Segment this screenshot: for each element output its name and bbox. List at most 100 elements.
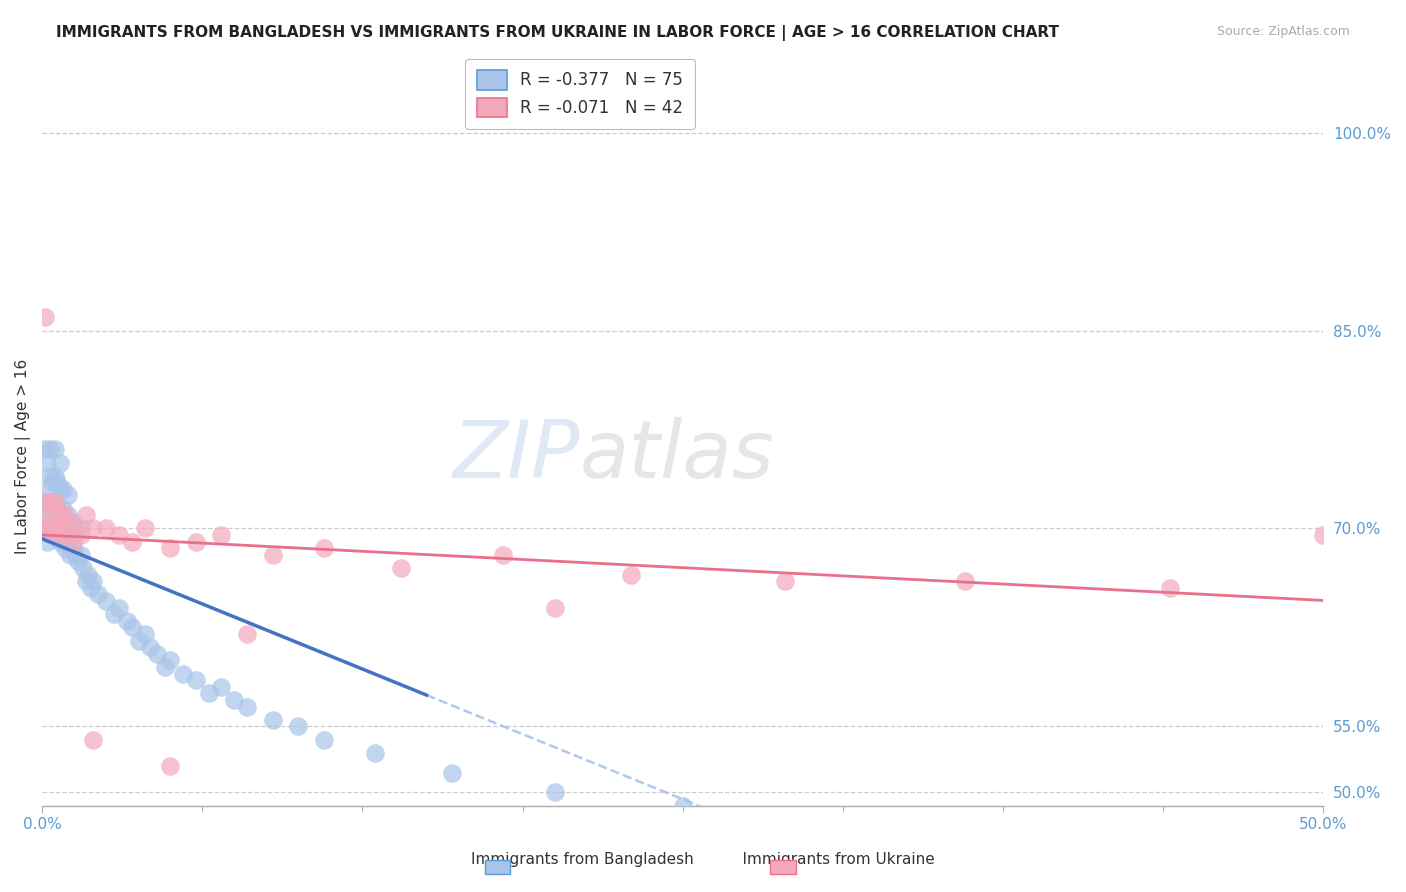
Point — [138, 640, 160, 655]
Point — [134, 521, 156, 535]
Point — [82, 521, 104, 535]
Point — [224, 693, 246, 707]
Point — [82, 732, 104, 747]
Point — [53, 515, 76, 529]
Point — [1184, 858, 1206, 872]
Point — [159, 653, 181, 667]
Point — [37, 495, 59, 509]
Point — [159, 541, 181, 556]
Point — [34, 310, 56, 325]
Point — [38, 521, 60, 535]
Point — [108, 600, 131, 615]
Point — [38, 495, 60, 509]
Point — [38, 521, 60, 535]
Point — [1312, 528, 1334, 542]
Point — [492, 548, 515, 562]
Point — [72, 561, 94, 575]
Point — [37, 456, 59, 470]
Point — [364, 746, 387, 760]
Point — [41, 521, 63, 535]
Point — [56, 508, 79, 523]
Point — [44, 468, 66, 483]
Point — [80, 581, 103, 595]
Point — [44, 521, 66, 535]
Point — [49, 508, 72, 523]
Point — [44, 495, 66, 509]
Text: Immigrants from Bangladesh          Immigrants from Ukraine: Immigrants from Bangladesh Immigrants fr… — [471, 852, 935, 867]
Point — [44, 442, 66, 457]
Point — [69, 528, 91, 542]
Point — [121, 620, 143, 634]
Point — [62, 534, 84, 549]
Point — [773, 574, 796, 589]
Point — [59, 515, 82, 529]
Point — [184, 534, 207, 549]
Point — [108, 528, 131, 542]
Point — [56, 528, 79, 542]
Point — [262, 548, 284, 562]
Point — [34, 495, 56, 509]
Y-axis label: In Labor Force | Age > 16: In Labor Force | Age > 16 — [15, 359, 31, 554]
Point — [146, 647, 169, 661]
Point — [52, 501, 75, 516]
Point — [46, 501, 69, 516]
Point — [87, 587, 110, 601]
Point — [65, 521, 87, 535]
Point — [34, 521, 56, 535]
Point — [49, 482, 72, 496]
Point — [38, 468, 60, 483]
Point — [672, 798, 695, 813]
Point — [41, 475, 63, 490]
Point — [389, 561, 412, 575]
Point — [543, 600, 565, 615]
Point — [287, 719, 309, 733]
Text: ZIP: ZIP — [453, 417, 581, 495]
Point — [44, 495, 66, 509]
Point — [69, 521, 91, 535]
Point — [77, 567, 100, 582]
Point — [46, 528, 69, 542]
Point — [543, 785, 565, 799]
Point — [96, 521, 118, 535]
Point — [37, 482, 59, 496]
Point — [59, 521, 82, 535]
Point — [184, 673, 207, 688]
Legend: R = -0.377   N = 75, R = -0.071   N = 42: R = -0.377 N = 75, R = -0.071 N = 42 — [465, 59, 695, 128]
Point — [66, 554, 89, 568]
Point — [65, 548, 87, 562]
Text: IMMIGRANTS FROM BANGLADESH VS IMMIGRANTS FROM UKRAINE IN LABOR FORCE | AGE > 16 : IMMIGRANTS FROM BANGLADESH VS IMMIGRANTS… — [56, 25, 1059, 41]
Point — [172, 666, 194, 681]
Point — [825, 818, 848, 832]
Point — [236, 627, 259, 641]
Text: Source: ZipAtlas.com: Source: ZipAtlas.com — [1216, 25, 1350, 38]
Point — [52, 521, 75, 535]
Point — [620, 567, 643, 582]
Point — [44, 521, 66, 535]
Point — [197, 686, 219, 700]
Point — [134, 627, 156, 641]
Point — [38, 442, 60, 457]
Point — [46, 501, 69, 516]
Point — [153, 660, 176, 674]
Point — [34, 442, 56, 457]
Point — [121, 534, 143, 549]
Point — [96, 594, 118, 608]
Point — [56, 488, 79, 502]
Point — [41, 501, 63, 516]
Point — [56, 534, 79, 549]
Point — [312, 541, 335, 556]
Point — [159, 759, 181, 773]
Point — [59, 548, 82, 562]
Point — [69, 548, 91, 562]
Point — [211, 528, 233, 542]
Point — [262, 713, 284, 727]
Point — [1159, 581, 1181, 595]
Point — [37, 534, 59, 549]
Point — [53, 508, 76, 523]
Point — [115, 614, 138, 628]
Point — [103, 607, 125, 622]
Point — [49, 508, 72, 523]
Point — [441, 765, 464, 780]
Point — [41, 528, 63, 542]
Point — [62, 541, 84, 556]
